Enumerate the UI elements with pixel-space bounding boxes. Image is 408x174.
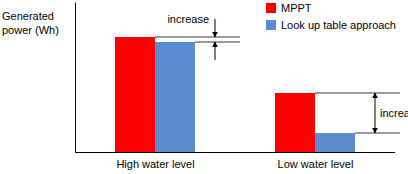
annotation-label: increase [167, 13, 209, 25]
x-axis-line [75, 152, 395, 153]
bar [275, 93, 315, 152]
annotation-label: increase [380, 107, 408, 119]
annotation-line [155, 37, 240, 38]
y-axis-title-line: Generated [2, 10, 54, 22]
annotation-arrow [215, 19, 216, 37]
y-axis-line [75, 3, 76, 153]
y-axis [75, 3, 76, 153]
x-tick: High water level [116, 152, 194, 170]
annotation-arrow [375, 93, 376, 133]
chart: High water level Low water level Generated… [0, 0, 408, 174]
bar [115, 37, 155, 152]
x-axis: High water level Low water level [75, 152, 395, 170]
annotation-arrow [215, 42, 216, 60]
y-axis-title-line: power (Wh) [2, 24, 59, 36]
annotation-line [195, 42, 240, 43]
annotation-line [315, 93, 400, 94]
annotation-line [355, 133, 400, 134]
legend-label: MPPT [281, 2, 312, 14]
annotation: increase [155, 13, 240, 60]
legend-swatch [266, 3, 276, 13]
bar [155, 42, 195, 152]
y-axis-title: Generated power (Wh) [2, 10, 59, 36]
bar [315, 133, 355, 152]
x-tick: Low water level [278, 152, 354, 170]
legend-label: Look up table approach [281, 19, 396, 31]
x-tick-label: High water level [116, 158, 194, 170]
annotation: increase [315, 93, 408, 133]
plot-area [115, 37, 355, 152]
legend-swatch [266, 20, 276, 30]
legend: MPPT Look up table approach [266, 2, 396, 31]
x-tick-label: Low water level [278, 158, 354, 170]
